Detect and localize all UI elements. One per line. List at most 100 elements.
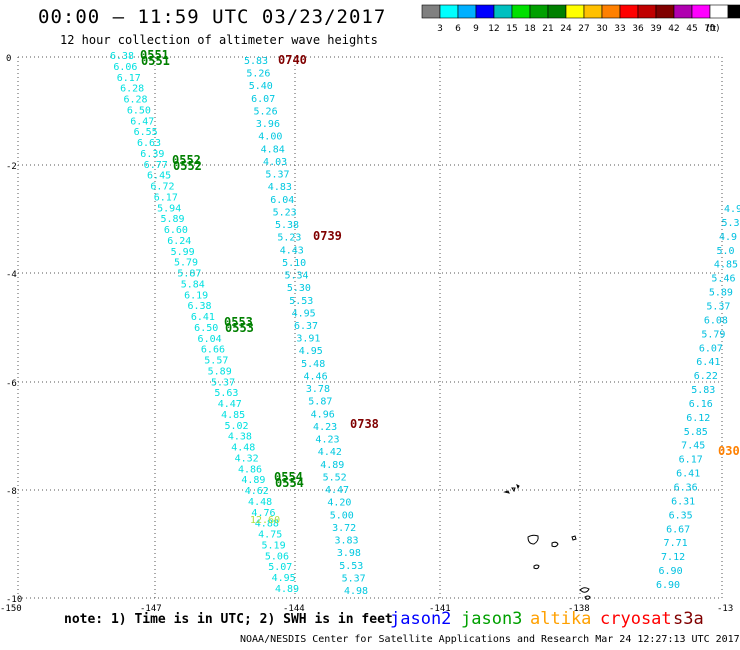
swh-reading: 4.83 — [268, 182, 292, 193]
satellite-cryosat: cryosat — [600, 609, 672, 629]
y-tick-label: -4 — [6, 270, 17, 280]
swh-reading: 5.57 — [204, 356, 228, 367]
legend-label: 45 — [686, 24, 697, 34]
swh-reading: 6.41 — [676, 469, 700, 480]
swh-reading: 4.85 — [714, 260, 738, 271]
island-outline — [571, 535, 577, 541]
swh-reading: 4.85 — [221, 410, 245, 421]
swh-reading: 4.9 — [724, 204, 740, 215]
swh-reading: 6.31 — [671, 496, 695, 507]
swh-reading: 4.38 — [228, 432, 252, 443]
swh-reading: 6.63 — [137, 138, 161, 149]
legend-label: 42 — [668, 24, 679, 34]
swh-reading: 6.77 — [144, 160, 168, 171]
swh-reading: 5.94 — [157, 203, 181, 214]
satellite-jason2: jason2 — [390, 609, 452, 629]
legend-label: 12 — [488, 24, 499, 34]
legend-label: 9 — [473, 24, 479, 34]
legend-label: 27 — [578, 24, 589, 34]
swh-reading: 5.23 — [277, 233, 301, 244]
swh-reading: 5.53 — [289, 296, 313, 307]
y-tick-label: -2 — [6, 162, 17, 172]
swh-reading: 6.19 — [184, 290, 208, 301]
legend-unit: (ft) — [706, 24, 720, 34]
swh-reading: 5.87 — [308, 397, 332, 408]
swh-reading: 5.99 — [171, 247, 195, 258]
swh-reading: 4.76 — [251, 508, 275, 519]
swh-reading: 5.06 — [265, 551, 289, 562]
swh-reading: 6.60 — [164, 225, 188, 236]
swh-reading: 5.63 — [214, 388, 238, 399]
island-outline — [503, 484, 520, 494]
swh-reading-highlight: 12.60 — [250, 515, 280, 526]
swh-reading: 5.3 — [721, 218, 739, 229]
legend-label: 39 — [650, 24, 662, 34]
swh-reading: 3.96 — [256, 119, 280, 130]
swh-reading: 5.26 — [254, 106, 278, 117]
swh-reading: 6.50 — [194, 323, 218, 334]
swh-reading: 6.12 — [686, 413, 710, 424]
swh-reading: 6.06 — [113, 62, 137, 73]
color-legend: 3 6 9 12 15 18 21 24 27 30 33 36 39 42 45 70(ft) — [421, 4, 740, 34]
island-outline — [527, 534, 539, 545]
swh-reading: 5.89 — [161, 214, 185, 225]
swh-reading: 4.9 — [719, 232, 737, 243]
swh-reading: 6.67 — [666, 524, 690, 535]
swh-reading: 5.52 — [323, 472, 347, 483]
swh-reading: 6.07 — [251, 94, 275, 105]
pass-time-label: 0551 — [141, 54, 170, 68]
swh-reading: 6.17 — [679, 455, 703, 466]
y-tick-label: -8 — [6, 487, 17, 497]
swh-reading: 5.26 — [246, 69, 270, 80]
swh-reading: 5.83 — [691, 385, 715, 396]
swh-reading: 5.37 — [342, 573, 366, 584]
pass-time-label: 0552 — [172, 153, 201, 167]
swh-reading: 7.45 — [681, 441, 705, 452]
swh-reading: 6.66 — [201, 345, 225, 356]
pass-time-label: 0551 — [140, 48, 169, 62]
swh-reading: 5.02 — [224, 421, 248, 432]
swh-reading: 4.48 — [231, 443, 255, 454]
swh-reading: 6.72 — [150, 182, 174, 193]
swh-reading: 6.41 — [191, 312, 215, 323]
island-outline — [533, 564, 540, 570]
swh-reading: 4.03 — [263, 157, 287, 168]
swh-reading: 5.53 — [339, 561, 363, 572]
legend-label: 70 — [704, 24, 716, 34]
swh-reading: 7.12 — [661, 552, 685, 563]
swh-reading: 5.19 — [262, 540, 286, 551]
page-subtitle: 12 hour collection of altimeter wave hei… — [60, 33, 378, 47]
pass-time-label: 0553 — [225, 321, 254, 335]
swh-reading: 4.95 — [299, 346, 323, 357]
swh-reading: 5.84 — [181, 279, 205, 290]
swh-reading: 3.83 — [334, 536, 358, 547]
swh-reading: 4.95 — [292, 308, 316, 319]
footnote: note: 1) Time is in UTC; 2) SWH is in fe… — [64, 612, 393, 627]
swh-reading: 4.89 — [275, 584, 299, 595]
swh-reading: 5.30 — [287, 283, 311, 294]
swh-reading: 5.00 — [330, 510, 354, 521]
swh-reading: 3.78 — [306, 384, 330, 395]
swh-reading: 3.72 — [332, 523, 356, 534]
swh-reading: 6.37 — [294, 321, 318, 332]
y-tick-label: -6 — [6, 379, 17, 389]
swh-reading: 4.32 — [235, 453, 259, 464]
swh-reading: 6.08 — [704, 315, 728, 326]
swh-reading: 6.04 — [270, 195, 294, 206]
swh-reading: 5.10 — [282, 258, 306, 269]
swh-reading: 4.95 — [272, 573, 296, 584]
swh-reading: 6.38 — [110, 51, 134, 62]
swh-reading: 5.79 — [701, 329, 725, 340]
swh-reading: 6.16 — [689, 399, 713, 410]
swh-reading: 5.83 — [244, 56, 268, 67]
swh-reading: 6.45 — [147, 171, 171, 182]
swh-reading: 6.17 — [117, 73, 141, 84]
swh-reading: 6.39 — [140, 149, 164, 160]
swh-reading: 5.89 — [709, 288, 733, 299]
x-tick-label: -150 — [0, 604, 22, 614]
swh-reading: 5.40 — [249, 81, 273, 92]
pass-time-label: 0554 — [275, 476, 304, 490]
swh-reading: 6.17 — [154, 192, 178, 203]
swh-reading: 4.48 — [248, 497, 272, 508]
legend-label: 36 — [632, 24, 644, 34]
